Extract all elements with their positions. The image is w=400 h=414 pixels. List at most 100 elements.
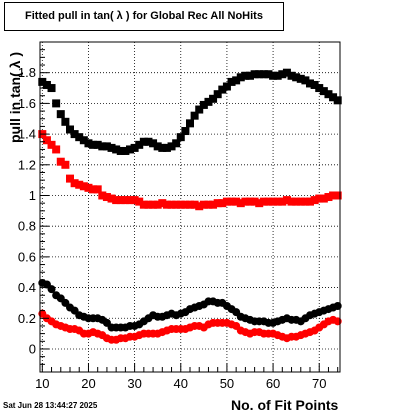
data-point-square (287, 197, 296, 206)
data-point-square (241, 197, 250, 206)
data-point-square (52, 99, 61, 108)
data-point-square (116, 196, 125, 205)
data-point-square (324, 90, 333, 99)
x-tick-label: 70 (312, 376, 326, 391)
data-point-square (329, 191, 338, 200)
data-point-square (130, 196, 139, 205)
x-tick-label: 20 (81, 376, 95, 391)
data-point-square (218, 199, 227, 208)
data-point-square (329, 93, 338, 102)
data-point-square (301, 76, 310, 85)
data-point-square (130, 143, 139, 152)
data-point-square (172, 200, 181, 209)
data-point-square (116, 146, 125, 155)
data-point-circle (47, 285, 56, 294)
data-point-square (181, 127, 190, 136)
y-tick-label: 0 (29, 341, 36, 356)
data-point-square (264, 70, 273, 79)
data-point-square (149, 139, 158, 148)
data-point-square (176, 200, 185, 209)
data-point-square (66, 174, 74, 183)
y-tick-label: 0.2 (18, 311, 36, 326)
data-point-square (213, 90, 222, 99)
data-point-square (296, 74, 305, 83)
data-point-square (98, 142, 107, 151)
data-point-square (70, 130, 79, 139)
data-point-square (273, 197, 282, 206)
data-point-square (186, 200, 194, 209)
data-point-square (162, 200, 171, 209)
data-point-square (79, 182, 88, 191)
data-point-square (246, 197, 254, 206)
data-point-square (259, 70, 268, 79)
y-tick-label: 0.4 (18, 280, 36, 295)
data-point-square (139, 137, 148, 146)
data-point-square (89, 140, 98, 149)
data-point-square (181, 200, 190, 209)
data-point-square (282, 68, 291, 77)
data-point-square (47, 140, 56, 149)
data-point-square (89, 185, 98, 194)
data-point-square (153, 142, 162, 151)
data-point-square (246, 71, 254, 80)
data-point-square (153, 200, 162, 209)
data-point-square (135, 140, 144, 149)
data-point-square (273, 71, 282, 80)
data-point-square (310, 80, 319, 89)
data-point-square (333, 191, 342, 200)
data-point-square (255, 70, 264, 79)
y-axis-label: pull in tan( λ ) (7, 52, 23, 143)
data-point-square (107, 194, 116, 203)
data-point-square (301, 197, 310, 206)
x-tick-label: 30 (127, 376, 141, 391)
data-point-square (250, 197, 259, 206)
data-point-square (287, 71, 296, 80)
y-tick-label: 1.6 (18, 96, 36, 111)
y-tick-label: 1 (29, 188, 36, 203)
data-point-square (186, 119, 194, 128)
data-point-square (93, 185, 102, 194)
data-point-square (167, 200, 176, 209)
data-point-square (227, 77, 236, 86)
data-point-square (70, 179, 79, 188)
data-point-square (98, 191, 107, 200)
data-point-square (306, 197, 314, 206)
data-point-square (232, 197, 241, 206)
data-point-square (209, 94, 218, 103)
y-tick-label: 1.4 (18, 127, 36, 142)
data-point-square (66, 125, 74, 134)
data-point-square (149, 200, 158, 209)
chart-title: Fitted pull in tan( λ ) for Global Rec A… (25, 10, 263, 22)
data-point-square (79, 136, 88, 145)
data-point-square (121, 146, 130, 155)
data-point-square (190, 111, 199, 120)
y-tick-label: 0.8 (18, 219, 36, 234)
data-point-square (264, 197, 273, 206)
data-point-square (278, 197, 287, 206)
data-markers (38, 68, 342, 344)
data-point-square (319, 194, 328, 203)
data-point-square (162, 143, 171, 152)
data-point-square (310, 196, 319, 205)
data-point-square (315, 194, 324, 203)
data-point-square (158, 143, 167, 152)
x-tick-label: 10 (35, 376, 49, 391)
data-point-square (292, 197, 301, 206)
data-point-square (255, 199, 264, 208)
data-point-square (144, 137, 153, 146)
data-point-square (222, 82, 231, 91)
data-point-square (75, 180, 84, 189)
data-point-square (241, 71, 250, 80)
data-point-square (135, 197, 144, 206)
data-point-square (209, 200, 218, 209)
data-point-square (93, 140, 102, 149)
data-point-square (139, 200, 148, 209)
data-point-square (218, 85, 227, 94)
data-point-square (144, 200, 153, 209)
data-point-square (213, 199, 222, 208)
data-point-square (42, 80, 51, 89)
data-point-square (56, 157, 65, 166)
data-point-square (102, 193, 111, 202)
data-point-square (282, 196, 291, 205)
